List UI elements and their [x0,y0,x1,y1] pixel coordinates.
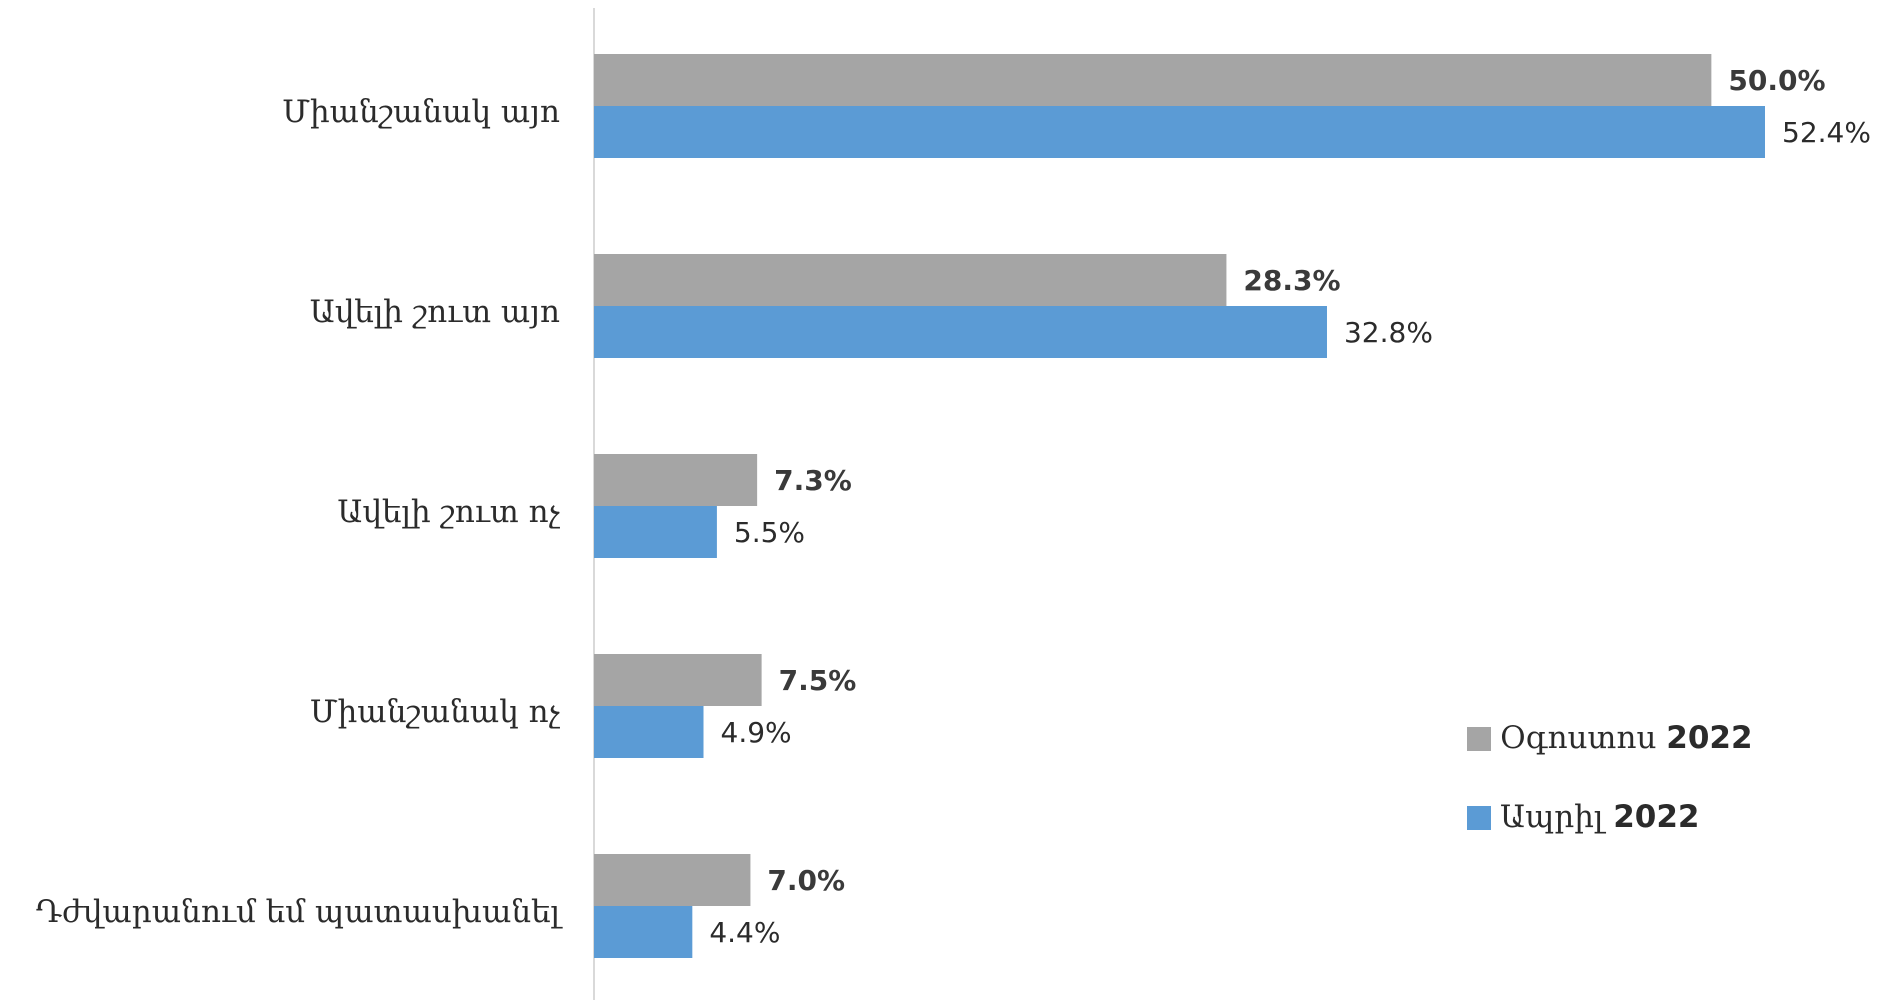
bar [594,306,1327,358]
category-label: Ավելի շուտ այո [310,294,560,330]
labels-layer: Միանշանակ այո 50.0% 52.4% Ավելի շուտ այո 28.… [36,64,1871,949]
legend-label: Ապրիլ 2022 [1500,799,1700,835]
legend: Օգոստոս 2022 Ապրիլ 2022 [1467,720,1753,835]
data-label: 7.0% [767,864,845,897]
bars-layer [594,54,1765,958]
bar [594,54,1712,106]
category-label: Միանշանակ ոչ [310,694,561,730]
data-label: 50.0% [1728,64,1825,97]
data-label: 7.5% [779,664,857,697]
data-label: 4.9% [721,716,792,749]
bar [594,854,751,906]
legend-label: Օգոստոս 2022 [1500,720,1753,756]
data-label: 52.4% [1782,116,1871,149]
category-label: Ավելի շուտ ոչ [337,494,560,530]
data-label: 7.3% [774,464,852,497]
data-label: 5.5% [734,516,805,549]
bar [594,906,693,958]
bar [594,254,1227,306]
category-label: Միանշանակ այո [282,94,560,130]
legend-swatch [1467,727,1491,751]
data-label: 4.4% [709,916,780,949]
data-label: 32.8% [1344,316,1433,349]
bar [594,454,758,506]
bar [594,106,1765,158]
data-label: 28.3% [1243,264,1340,297]
legend-swatch [1467,806,1491,830]
bar [594,654,762,706]
bar [594,706,704,758]
category-label: Դժվարանում եմ պատասխանել [36,894,564,930]
bar [594,506,717,558]
